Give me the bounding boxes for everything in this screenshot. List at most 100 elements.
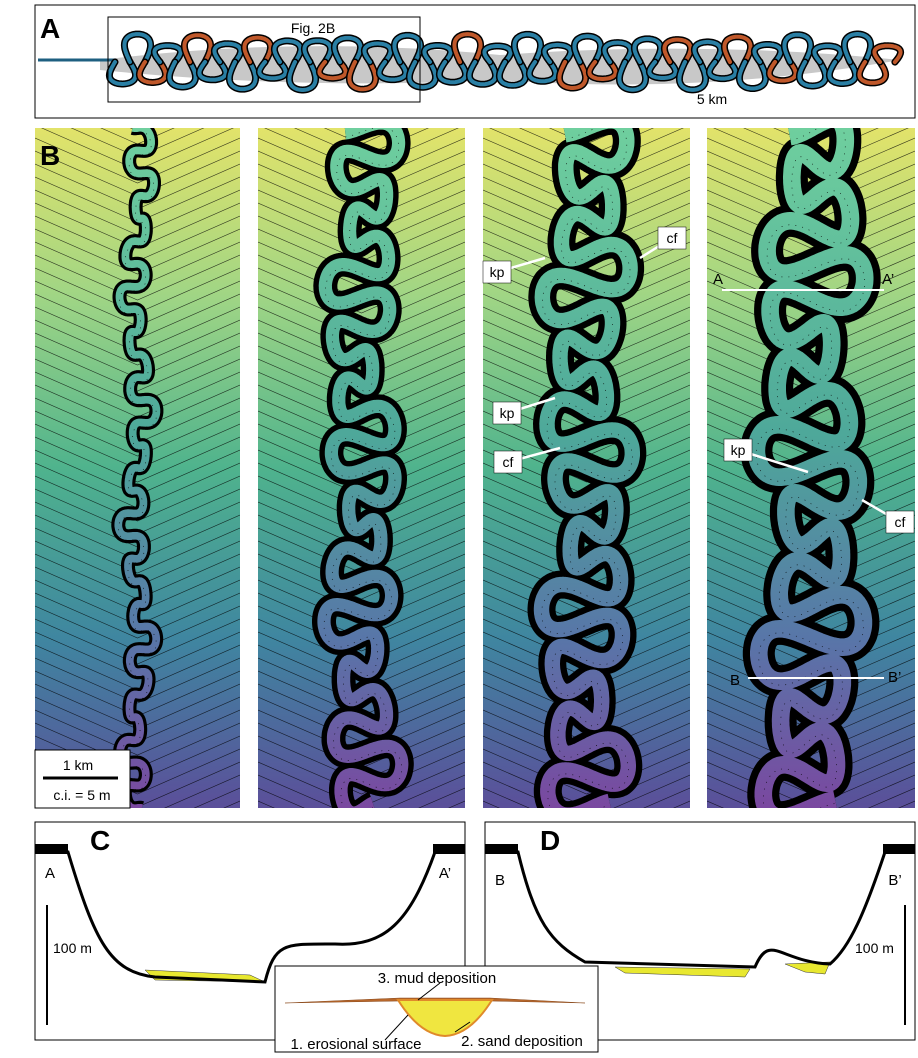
sand-body [396, 999, 494, 1038]
scale-label: 100 m [855, 940, 894, 956]
annotation: kp [500, 405, 515, 421]
channel [752, 42, 783, 65]
contour-line [258, 787, 465, 808]
contour-line [258, 410, 465, 457]
channel-fill [114, 128, 161, 808]
contour-line [35, 475, 240, 522]
channel [812, 43, 843, 65]
section-label: B’ [888, 669, 901, 686]
channel [557, 59, 588, 90]
contour-line [35, 254, 240, 301]
annotation-box [493, 450, 523, 474]
legend-item: 1. erosional surface [291, 1036, 422, 1053]
contour-line [707, 202, 915, 249]
contour-line [35, 319, 240, 366]
panel-label: C [90, 825, 110, 856]
annotation: cf [503, 454, 514, 470]
contour-line [707, 774, 915, 808]
channel [332, 35, 363, 65]
contour-line [483, 189, 690, 236]
contour-line [35, 618, 240, 665]
map-column [707, 128, 915, 808]
channel [467, 59, 498, 87]
channel [647, 59, 678, 80]
channel [572, 34, 603, 65]
legend-item: 3. mud deposition [378, 970, 496, 987]
contour-line [258, 267, 465, 314]
channel [692, 39, 723, 65]
channel [287, 59, 318, 92]
contour-line [35, 709, 240, 756]
channel [587, 59, 618, 81]
channel [767, 59, 798, 83]
legend-item: 2. sand deposition [461, 1033, 583, 1050]
contour-line [258, 605, 465, 652]
channel [722, 34, 753, 65]
channel [362, 41, 393, 65]
contour-line [258, 774, 465, 808]
channel [347, 59, 378, 92]
scale-bar-label: 1 km [63, 757, 93, 773]
left-label: A [45, 865, 55, 882]
erosion-surface [485, 850, 915, 969]
channel [452, 32, 483, 65]
channel [497, 59, 528, 88]
contour-line [483, 592, 690, 639]
contour-line [707, 540, 915, 587]
contour-line [258, 748, 465, 795]
contour-line [35, 410, 240, 457]
inset-box [107, 16, 421, 103]
channel [437, 59, 468, 85]
panel-label: D [540, 825, 560, 856]
channel [152, 43, 183, 65]
channel [227, 59, 258, 92]
channel [242, 35, 273, 65]
channel [662, 37, 693, 65]
channel-fill [533, 128, 640, 808]
channel [677, 59, 708, 92]
contour-line [258, 462, 465, 509]
channel [482, 44, 513, 65]
channel [197, 59, 228, 82]
leader [417, 982, 441, 1001]
left-label: B [495, 872, 505, 889]
section-label: A’ [882, 271, 894, 288]
section-label: A [713, 271, 723, 288]
contour-line [35, 345, 240, 392]
scale-label: 100 m [53, 940, 92, 956]
channel-fill [747, 128, 874, 808]
map-column [35, 128, 240, 808]
contour-line [35, 137, 240, 184]
channel [737, 59, 768, 91]
channel [122, 32, 153, 65]
section-label: B [730, 672, 740, 689]
channel [617, 59, 648, 92]
panel-label: A [40, 13, 60, 44]
channel [137, 59, 168, 85]
annotation-box [482, 260, 512, 284]
contour-line [483, 774, 690, 808]
channel [527, 59, 558, 84]
annotation: cf [895, 514, 906, 530]
contour-line [258, 553, 465, 600]
annotation-box [492, 401, 522, 425]
annotation: kp [490, 264, 505, 280]
right-label: B’ [888, 872, 901, 889]
channel [272, 38, 303, 65]
scale-label: 5 km [697, 91, 727, 107]
channel [107, 59, 138, 86]
channel [797, 59, 828, 88]
annotation: kp [731, 442, 746, 458]
contour-line [483, 345, 690, 392]
erosion-surface [35, 850, 465, 984]
channel [377, 59, 408, 82]
scroll-bars [756, 128, 865, 808]
annotation: cf [667, 230, 678, 246]
channel [542, 42, 573, 65]
annotation-box [657, 226, 687, 250]
right-label: A’ [439, 865, 451, 882]
contour-line [483, 748, 690, 795]
contour-line [35, 527, 240, 574]
contour-line [35, 592, 240, 639]
